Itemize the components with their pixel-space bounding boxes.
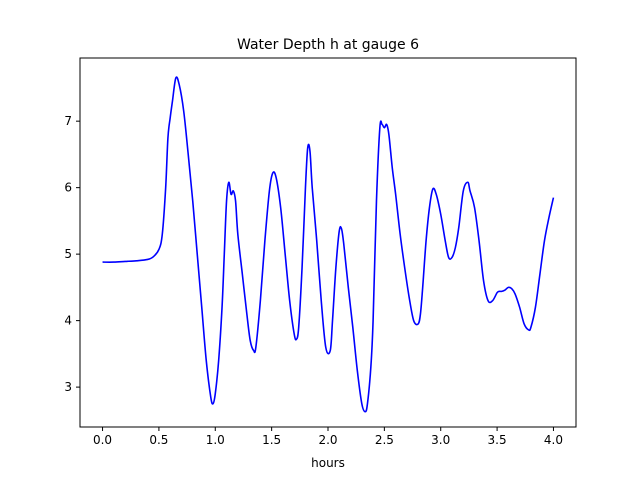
y-tick-label: 3 [64,380,72,394]
x-tick-label: 3.0 [431,433,450,447]
x-tick-label: 0.0 [93,433,112,447]
y-tick-label: 4 [64,314,72,328]
x-tick-label: 0.5 [149,433,168,447]
y-tick-label: 7 [64,114,72,128]
x-tick-label: 2.5 [375,433,394,447]
x-tick-label: 2.0 [318,433,337,447]
x-tick-label: 4.0 [544,433,563,447]
plot-area [80,58,576,427]
x-tick-label: 1.0 [206,433,225,447]
x-axis-label: hours [311,456,345,470]
x-tick-label: 3.5 [488,433,507,447]
x-tick-label: 1.5 [262,433,281,447]
y-tick-label: 5 [64,247,72,261]
series-layer [102,76,555,413]
chart-title: Water Depth h at gauge 6 [237,37,419,53]
plot-frame [79,57,577,428]
axis-ticks: 0.0 0.5 1.0 1.5 2.0 2.5 3.0 3.5 4.0 3 4 5 6 7 [64,114,563,447]
y-tick-label: 6 [64,181,72,195]
series-line [102,76,555,413]
